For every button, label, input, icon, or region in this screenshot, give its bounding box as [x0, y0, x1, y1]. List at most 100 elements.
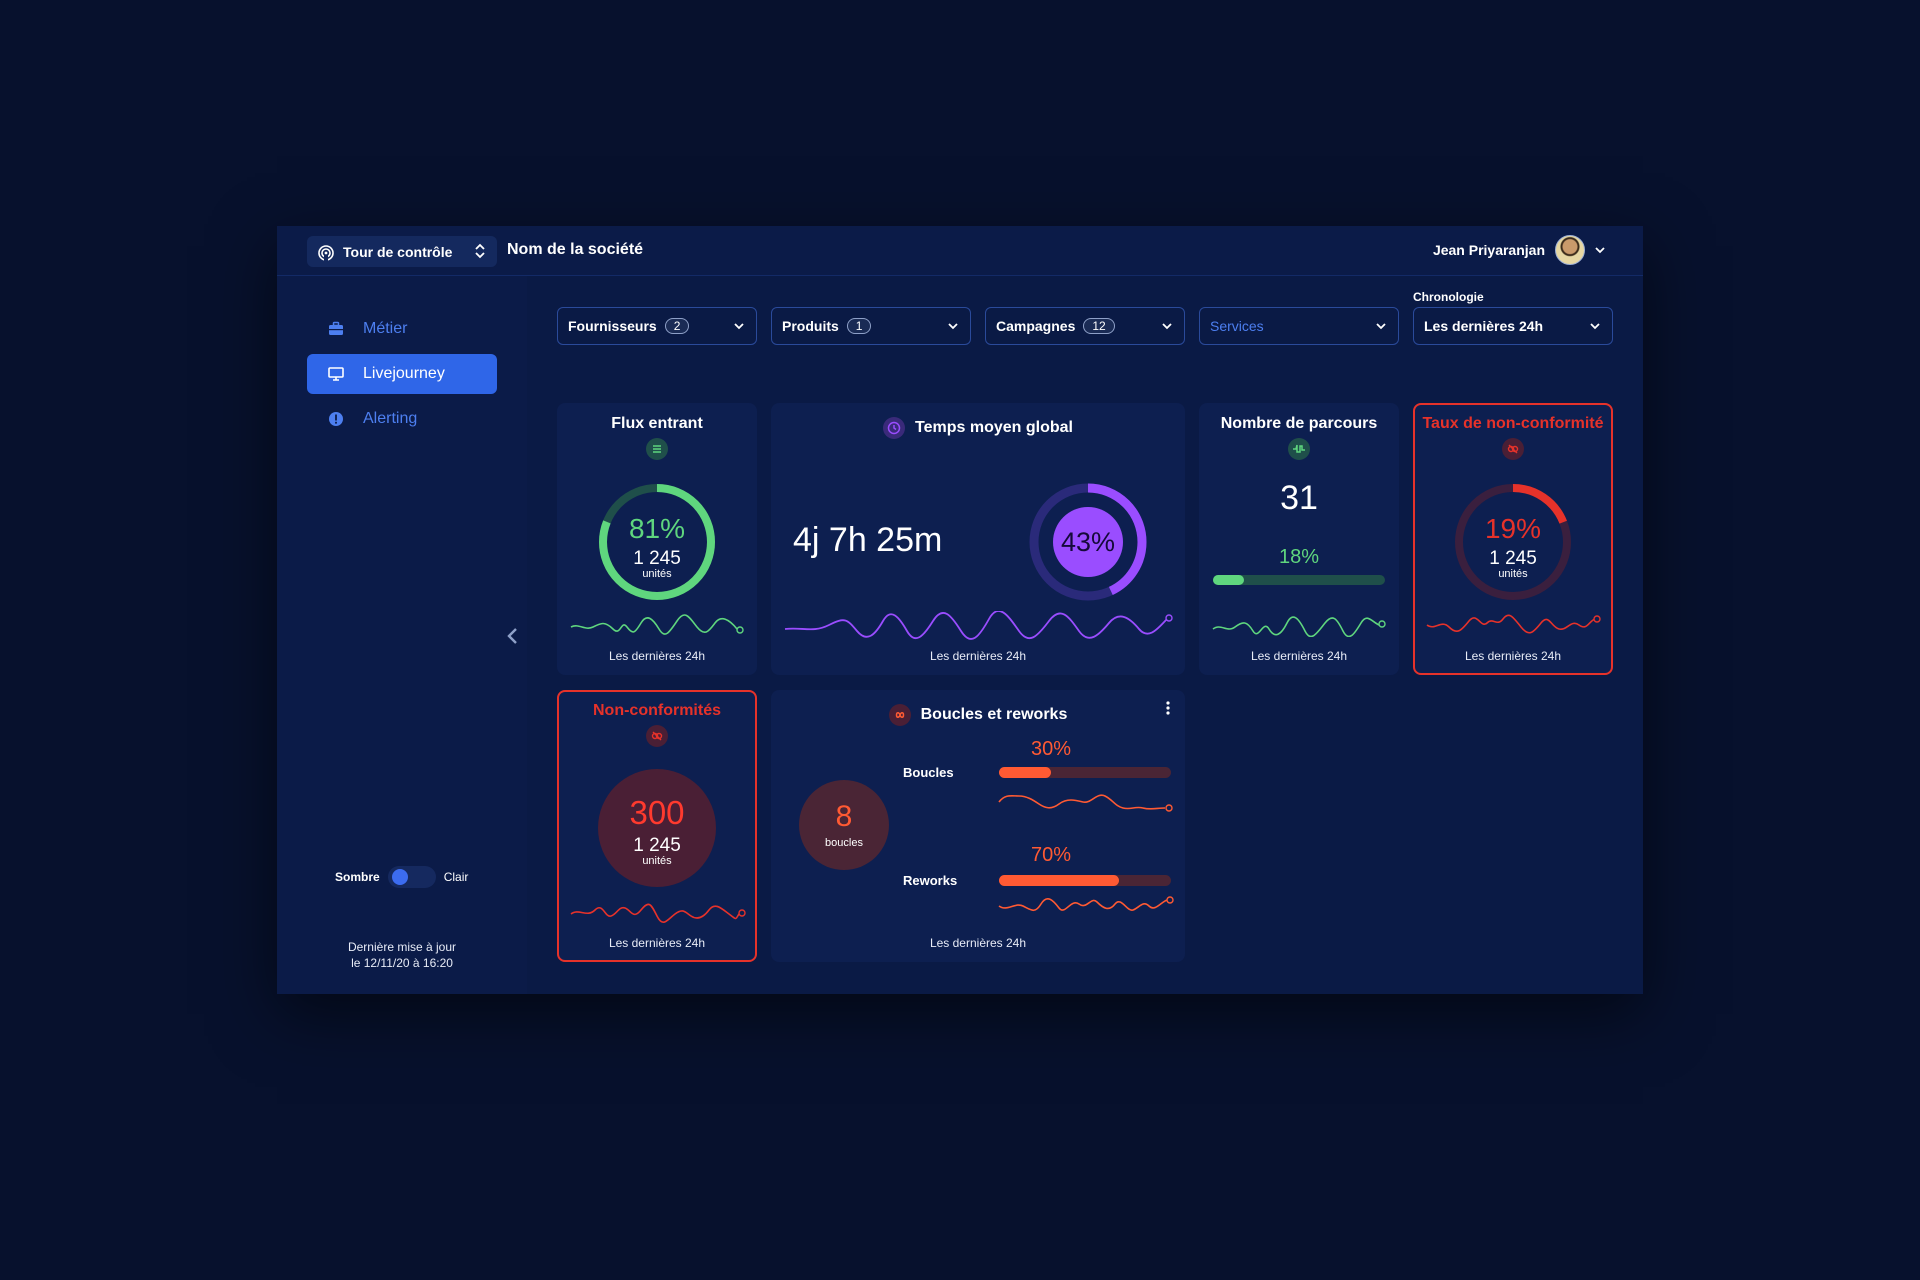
filter-chronologie[interactable]: Les dernières 24h — [1413, 307, 1613, 345]
boucles-value: 8 — [835, 800, 853, 833]
nonconf-count: 1 245 — [633, 835, 681, 856]
card-temps-moyen: Temps moyen global 4j 7h 25m 43% Les der… — [771, 403, 1185, 675]
reworks-sparkline — [998, 896, 1174, 912]
sidebar-item-metier[interactable]: Métier — [307, 309, 497, 349]
card-title: Taux de non-conformité — [1422, 415, 1604, 432]
chevron-down-icon — [1590, 323, 1600, 330]
clock-icon — [883, 417, 906, 439]
flux-sparkline — [570, 614, 744, 635]
user-name: Jean Priyaranjan — [1432, 242, 1545, 258]
boucles-row-label: Boucles — [903, 765, 954, 780]
app-switcher[interactable]: Tour de contrôle — [307, 236, 497, 267]
nonconf-value: 300 — [629, 794, 685, 831]
boucles-sparkline — [998, 794, 1173, 812]
chevron-down-icon — [1162, 323, 1172, 330]
parcours-sparkline — [1212, 616, 1386, 637]
link-broken-icon — [1502, 438, 1524, 460]
flux-count: 1 245 — [633, 548, 681, 569]
card-footer: Les dernières 24h — [929, 936, 1027, 950]
top-bar: Tour de contrôle Nom de la société Jean … — [277, 226, 1643, 276]
infinity-icon — [888, 704, 911, 726]
sidebar-item-label: Métier — [363, 320, 408, 337]
card-footer: Les dernières 24h — [608, 649, 706, 663]
last-update: Dernière mise à jour le 12/11/20 à 16:20 — [277, 939, 527, 971]
taux-percent: 19% — [1484, 513, 1542, 544]
card-footer: Les dernières 24h — [1464, 649, 1562, 663]
card-footer: Les dernières 24h — [929, 649, 1027, 663]
alert-circle-icon — [329, 412, 343, 426]
more-vertical-icon[interactable] — [1161, 700, 1175, 716]
sidebar-item-alerting[interactable]: Alerting — [307, 399, 497, 439]
reworks-progress-fill — [999, 875, 1120, 886]
link-broken-icon — [646, 725, 668, 747]
company-name: Nom de la société — [507, 241, 644, 258]
sidebar: Métier Livejourney Alerting Sombre Clair… — [277, 276, 527, 994]
chevron-down-icon — [1595, 247, 1605, 254]
theme-light-label: Clair — [443, 870, 469, 884]
last-update-line2: le 12/11/20 à 16:20 — [351, 956, 453, 970]
reworks-row-percent: 70% — [1030, 844, 1072, 866]
nonconf-unit: unités — [642, 855, 672, 867]
filter-services[interactable]: Services — [1199, 307, 1399, 345]
nonconf-circle — [598, 769, 716, 887]
chevron-down-icon — [1376, 323, 1386, 330]
filter-label: Services — [1210, 318, 1264, 334]
switch-knob — [391, 869, 408, 885]
filter-campagnes[interactable]: Campagnes 12 — [985, 307, 1185, 345]
list-icon — [646, 438, 668, 460]
chevron-updown-icon — [475, 243, 485, 259]
card-non-conformites: Non-conformités 300 1 245 unités Les der… — [557, 690, 757, 962]
app-window: Tour de contrôle Nom de la société Jean … — [277, 226, 1643, 994]
chevron-left-icon[interactable] — [503, 626, 523, 646]
flux-percent: 81% — [628, 513, 686, 544]
filter-label: Les dernières 24h — [1424, 318, 1544, 334]
boucles-progress-track — [999, 767, 1171, 778]
user-menu[interactable]: Jean Priyaranjan — [1433, 235, 1607, 265]
card-title: Temps moyen global — [915, 419, 1073, 436]
parcours-progress-track — [1213, 575, 1385, 585]
parcours-progress-fill — [1213, 575, 1244, 585]
temps-value: 4j 7h 25m — [793, 521, 943, 559]
filter-label: Produits — [782, 318, 839, 334]
theme-switch[interactable] — [387, 866, 436, 888]
theme-toggle: Sombre Clair — [335, 866, 468, 888]
sidebar-item-label: Livejourney — [363, 365, 445, 382]
chronologie-label: Chronologie — [1413, 290, 1484, 304]
filter-fournisseurs[interactable]: Fournisseurs 2 — [557, 307, 757, 345]
taux-unit: unités — [1498, 568, 1528, 580]
taux-ring — [1455, 484, 1571, 600]
parcours-percent: 18% — [1278, 546, 1320, 568]
parcours-value: 31 — [1280, 479, 1318, 517]
avatar — [1555, 235, 1585, 265]
card-title: Non-conformités — [593, 702, 721, 719]
radar-icon — [318, 244, 334, 261]
card-nombre-parcours: Nombre de parcours 31 18% Les dernières … — [1199, 403, 1399, 675]
filter-label: Fournisseurs — [568, 318, 657, 334]
flux-unit: unités — [642, 568, 672, 580]
theme-dark-label: Sombre — [335, 870, 380, 884]
card-footer: Les dernières 24h — [608, 936, 706, 950]
filter-produits[interactable]: Produits 1 — [771, 307, 971, 345]
last-update-line1: Dernière mise à jour — [347, 940, 457, 954]
temps-percent: 43% — [1060, 527, 1116, 557]
card-footer: Les dernières 24h — [1250, 649, 1348, 663]
card-header: Temps moyen global — [771, 417, 1185, 439]
reworks-row-label: Reworks — [903, 873, 958, 888]
filter-count: 1 — [846, 318, 872, 334]
briefcase-icon — [329, 321, 343, 335]
boucles-unit: boucles — [825, 837, 863, 849]
sidebar-item-livejourney[interactable]: Livejourney — [307, 354, 497, 394]
nonconf-sparkline — [570, 903, 746, 924]
monitor-icon — [328, 367, 344, 381]
filter-count: 2 — [664, 318, 690, 334]
boucles-progress-fill — [999, 767, 1051, 778]
pulse-icon — [1288, 438, 1310, 460]
taux-count: 1 245 — [1489, 548, 1537, 569]
card-taux-non-conformite: Taux de non-conformité 19% 1 245 unités … — [1413, 403, 1613, 675]
chevron-down-icon — [734, 323, 744, 330]
boucles-row-percent: 30% — [1030, 738, 1072, 760]
filter-count: 12 — [1083, 318, 1115, 334]
card-title: Nombre de parcours — [1220, 415, 1378, 432]
card-title: Boucles et reworks — [920, 706, 1068, 723]
card-flux-entrant: Flux entrant 81% 1 245 unités Les derniè… — [557, 403, 757, 675]
